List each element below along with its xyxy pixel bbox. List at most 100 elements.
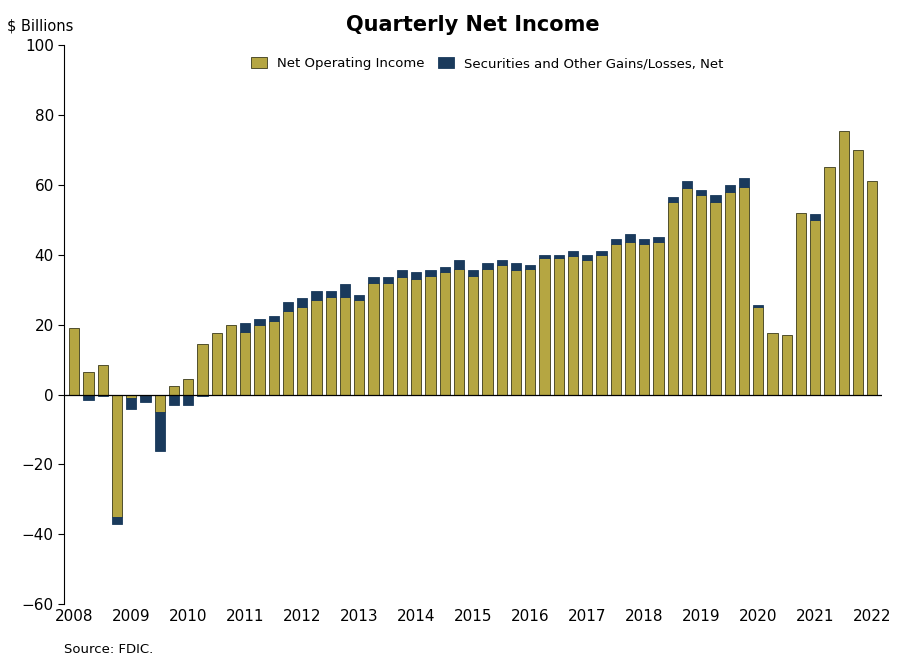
Bar xyxy=(754,307,764,395)
Bar xyxy=(126,398,136,409)
Bar xyxy=(710,202,721,395)
Bar xyxy=(810,214,821,219)
Bar xyxy=(667,202,678,395)
Bar xyxy=(297,307,308,395)
Bar xyxy=(411,279,421,395)
Bar xyxy=(682,188,692,395)
Bar xyxy=(625,243,636,395)
Bar xyxy=(611,244,621,395)
Bar xyxy=(240,331,251,395)
Bar xyxy=(112,395,122,517)
Bar xyxy=(654,237,664,243)
Bar xyxy=(141,395,151,396)
Bar xyxy=(739,178,749,186)
Bar xyxy=(382,277,393,283)
Bar xyxy=(326,291,336,297)
Bar xyxy=(582,260,592,395)
Bar xyxy=(454,260,464,269)
Bar xyxy=(369,277,379,283)
Bar xyxy=(340,297,350,395)
Bar xyxy=(839,130,849,395)
Bar xyxy=(212,333,222,395)
Bar xyxy=(426,270,436,275)
Bar xyxy=(397,270,407,277)
Bar xyxy=(97,395,108,396)
Bar xyxy=(497,265,507,395)
Bar xyxy=(454,269,464,395)
Bar xyxy=(654,243,664,395)
Text: $ Billions: $ Billions xyxy=(7,18,74,34)
Bar xyxy=(226,325,236,395)
Bar xyxy=(867,181,877,395)
Title: Quarterly Net Income: Quarterly Net Income xyxy=(347,15,600,35)
Bar xyxy=(810,219,821,395)
Bar xyxy=(311,291,321,300)
Bar xyxy=(754,305,764,307)
Bar xyxy=(853,150,864,395)
Bar xyxy=(154,412,165,451)
Bar xyxy=(254,320,264,325)
Bar xyxy=(369,283,379,395)
Bar xyxy=(197,344,208,395)
Bar xyxy=(112,517,122,524)
Bar xyxy=(269,316,279,321)
Bar xyxy=(426,275,436,395)
Bar xyxy=(354,295,364,300)
Bar xyxy=(126,395,136,398)
Bar xyxy=(525,265,536,269)
Bar xyxy=(667,197,678,202)
Bar xyxy=(710,195,721,202)
Bar xyxy=(169,386,179,395)
Bar xyxy=(84,395,94,400)
Legend: Net Operating Income, Securities and Other Gains/Losses, Net: Net Operating Income, Securities and Oth… xyxy=(251,57,724,70)
Bar xyxy=(497,260,507,265)
Bar xyxy=(340,285,350,297)
Bar xyxy=(539,254,549,258)
Bar xyxy=(568,256,578,395)
Bar xyxy=(796,213,806,395)
Bar xyxy=(597,254,607,395)
Bar xyxy=(469,275,479,395)
Bar xyxy=(582,254,592,260)
Bar xyxy=(183,395,193,405)
Bar xyxy=(725,185,735,192)
Bar xyxy=(411,272,421,279)
Bar xyxy=(554,254,564,258)
Bar xyxy=(554,258,564,395)
Bar xyxy=(782,335,792,395)
Bar xyxy=(69,328,79,395)
Bar xyxy=(739,186,749,395)
Bar xyxy=(269,321,279,395)
Bar xyxy=(141,396,151,401)
Bar xyxy=(511,264,521,270)
Bar xyxy=(525,269,536,395)
Bar xyxy=(696,190,706,195)
Bar xyxy=(169,395,179,405)
Bar xyxy=(725,192,735,395)
Bar xyxy=(539,258,549,395)
Bar xyxy=(84,372,94,395)
Bar xyxy=(639,239,649,244)
Bar xyxy=(311,300,321,395)
Text: Source: FDIC.: Source: FDIC. xyxy=(64,643,153,656)
Bar xyxy=(611,239,621,244)
Bar xyxy=(382,283,393,395)
Bar xyxy=(482,269,493,395)
Bar xyxy=(354,300,364,395)
Bar xyxy=(639,244,649,395)
Bar xyxy=(240,323,251,331)
Bar xyxy=(283,302,293,310)
Bar xyxy=(682,181,692,188)
Bar xyxy=(597,251,607,254)
Bar xyxy=(511,270,521,395)
Bar xyxy=(326,297,336,395)
Bar xyxy=(297,299,308,307)
Bar xyxy=(439,272,450,395)
Bar xyxy=(696,195,706,395)
Bar xyxy=(283,310,293,395)
Bar xyxy=(767,333,778,395)
Bar xyxy=(625,234,636,243)
Bar xyxy=(482,264,493,269)
Bar xyxy=(439,267,450,272)
Bar xyxy=(469,270,479,275)
